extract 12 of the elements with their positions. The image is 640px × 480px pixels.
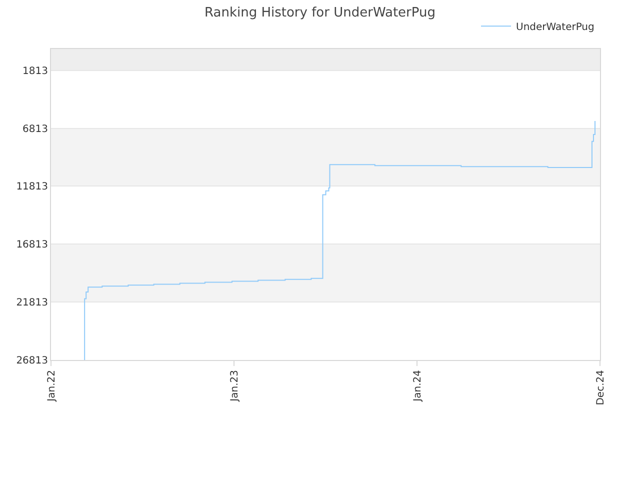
legend-label: UnderWaterPug	[516, 22, 594, 34]
x-tick-label: Dec.24	[595, 370, 606, 406]
y-tick-label: 21813	[16, 298, 48, 309]
x-tick-label: Jan.22	[46, 370, 58, 402]
y-tick-label: 26813	[16, 356, 48, 366]
x-tick-label: Jan.24	[412, 370, 424, 402]
y-tick-label: 1813	[22, 66, 48, 77]
y-tick-label: 11813	[16, 182, 48, 193]
x-tick-label: Jan.23	[229, 370, 240, 402]
y-tick-label: 6813	[22, 124, 48, 135]
y-tick-label: 16813	[16, 240, 48, 251]
chart-title: Ranking History for UnderWaterPug	[204, 5, 436, 20]
